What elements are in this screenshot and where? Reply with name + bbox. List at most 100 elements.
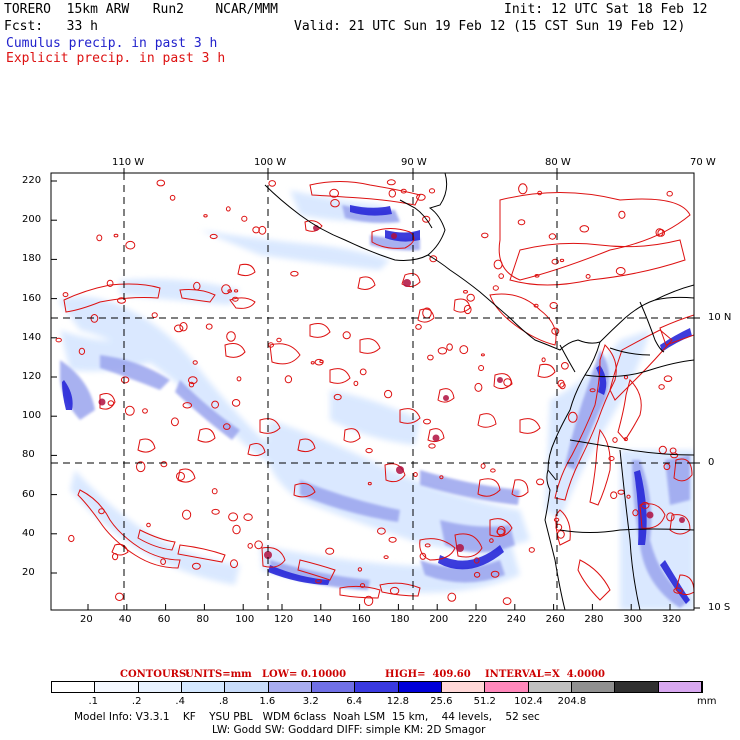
precip-speck xyxy=(463,290,468,294)
precip-speck xyxy=(192,360,198,365)
precip-speck xyxy=(241,215,248,222)
precip-speck xyxy=(663,463,671,471)
colorbar-label: 204.8 xyxy=(557,696,587,707)
precip-speck xyxy=(608,456,615,461)
model-info-line1: Model Info: V3.3.1 KF YSU PBL WDM 6class… xyxy=(74,711,540,723)
precip-speck xyxy=(423,418,431,425)
colorbar-cell xyxy=(311,682,356,692)
precip-speck xyxy=(537,190,543,196)
precip-speck xyxy=(146,522,151,528)
precip-speck xyxy=(439,475,444,480)
bottom-axis-label: 280 xyxy=(584,614,604,625)
precip-speck xyxy=(223,423,231,430)
left-axis-label: 20 xyxy=(22,567,35,578)
left-axis-label: 120 xyxy=(22,371,42,382)
precip-speck xyxy=(192,562,201,570)
precip-speck xyxy=(612,437,618,443)
precip-speck xyxy=(466,293,475,302)
precip-speck xyxy=(446,343,453,351)
colorbar-cell xyxy=(441,682,486,692)
colorbar xyxy=(51,681,703,693)
precip-speck xyxy=(389,586,400,595)
bottom-axis-label: 320 xyxy=(662,614,682,625)
precip-speck xyxy=(419,552,427,560)
bottom-axis-label: 260 xyxy=(545,614,565,625)
colorbar-label: .2 xyxy=(131,696,142,707)
precip-speck xyxy=(329,188,340,198)
left-axis-label: 200 xyxy=(22,214,42,226)
precip-speck xyxy=(388,536,397,543)
precip-speck xyxy=(655,228,664,237)
colorbar-cell xyxy=(268,682,312,692)
precip-speck xyxy=(429,255,438,263)
colorbar-cell xyxy=(138,682,182,692)
bottom-axis-label: 300 xyxy=(623,614,643,625)
precip-speck xyxy=(474,382,483,392)
colorbar-label: 1.6 xyxy=(259,696,276,707)
precip-speck xyxy=(553,517,560,522)
explicit-precip-contours xyxy=(63,181,694,601)
precip-speck xyxy=(555,523,563,531)
precip-speck xyxy=(463,304,472,315)
colorbar-label: .1 xyxy=(88,696,98,707)
left-axis-label: 180 xyxy=(22,253,42,265)
precip-speck xyxy=(481,232,489,239)
precip-speck xyxy=(333,393,342,401)
colorbar-label: .8 xyxy=(218,696,229,707)
precip-speck xyxy=(626,494,631,499)
precip-speck xyxy=(498,273,505,279)
precip-speck xyxy=(388,189,396,198)
precip-speck xyxy=(503,378,512,387)
precip-speck xyxy=(666,190,673,197)
precip-speck xyxy=(363,595,374,607)
precip-speck xyxy=(106,279,114,287)
precip-speck xyxy=(160,461,168,468)
precip-speck xyxy=(325,547,335,555)
precip-speck xyxy=(663,375,673,383)
left-axis-label: 60 xyxy=(22,488,35,500)
colorbar-cell xyxy=(485,682,529,692)
precip-speck xyxy=(254,540,263,550)
precip-speck xyxy=(518,183,528,195)
left-axis-label: 80 xyxy=(22,449,35,461)
bottom-axis-label: 160 xyxy=(351,614,371,625)
colorbar-cell xyxy=(225,682,269,692)
precip-speck xyxy=(228,512,239,522)
explicit-label: Explicit precip. in past 3 h xyxy=(6,51,226,66)
contours-units: UNITS=mm xyxy=(185,669,252,680)
bottom-axis-label: 80 xyxy=(196,614,210,625)
precip-speck xyxy=(96,234,103,242)
precip-speck xyxy=(174,324,184,333)
precip-speck xyxy=(568,411,578,423)
lon-label-70w: 70 W xyxy=(690,157,716,168)
contours-prefix: CONTOURS: xyxy=(120,669,190,680)
colorbar-label: 3.2 xyxy=(302,696,319,707)
precip-speck xyxy=(534,274,540,278)
precip-speck xyxy=(209,233,218,240)
colorbar-cell xyxy=(571,682,616,692)
contours-low: LOW= 0.10000 xyxy=(262,669,347,680)
precip-speck xyxy=(490,570,500,578)
precip-speck xyxy=(315,579,322,584)
precip-speck xyxy=(319,359,324,364)
precip-speck xyxy=(98,508,105,515)
precip-speck xyxy=(400,188,407,194)
lat-label-10n: 10 N xyxy=(708,312,732,323)
colorbar-label: 6.4 xyxy=(346,696,363,707)
left-axis-label: 140 xyxy=(22,331,42,343)
precip-speck xyxy=(557,379,565,388)
precip-speck xyxy=(480,353,485,357)
precip-speck xyxy=(585,274,591,279)
precip-speck xyxy=(176,471,185,481)
lon-label-110w: 110 W xyxy=(112,157,145,168)
colorbar-label: .4 xyxy=(175,696,185,707)
precip-speck xyxy=(415,324,422,330)
colorbar-cell xyxy=(398,682,442,692)
forecast-hour: Fcst: 33 h xyxy=(4,19,98,34)
precip-speck xyxy=(459,345,469,355)
colorbar-label: 51.2 xyxy=(473,696,496,707)
precip-speck xyxy=(290,270,299,277)
cumulus-precip-strong xyxy=(62,205,692,604)
precip-speck xyxy=(151,312,158,319)
precip-speck xyxy=(193,281,201,291)
